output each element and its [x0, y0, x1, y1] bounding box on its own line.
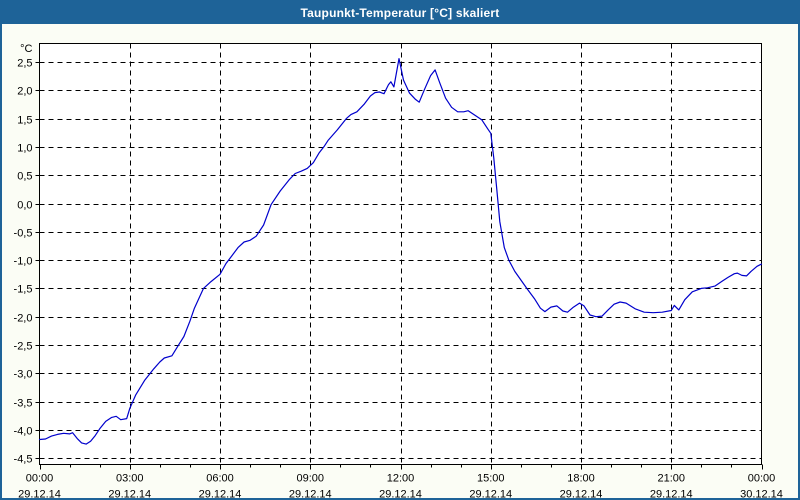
x-tick-date-label: 29.12.14 — [560, 489, 603, 499]
x-tick-date-label: 29.12.14 — [650, 489, 693, 499]
y-tick-label: -0,5 — [14, 228, 33, 240]
plot-background — [39, 43, 762, 465]
x-tick-time-label: 03:00 — [116, 473, 144, 485]
y-axis-unit-label: °C — [20, 43, 32, 55]
x-tick-time-label: 06:00 — [206, 473, 234, 485]
x-tick-date-label: 30.12.14 — [740, 489, 783, 499]
y-tick-label: 1,5 — [17, 115, 32, 127]
y-tick-label: -2,5 — [14, 341, 33, 353]
x-tick-time-label: 00:00 — [26, 473, 54, 485]
chart-canvas: 2,5 2,0 1,5 1,0 0,5 0,0 -0,5 -1,0 -1,5 -2,0 -2,5 -3… — [14, 43, 783, 499]
x-tick-time-label: 15:00 — [477, 473, 505, 485]
plot-border — [39, 43, 762, 465]
x-tick-date-label: 29.12.14 — [469, 489, 512, 499]
x-tick-date-label: 29.12.14 — [379, 489, 422, 499]
x-tick-date-label: 29.12.14 — [18, 489, 61, 499]
x-tick-time-label: 21:00 — [657, 473, 685, 485]
y-tick-label: -2,0 — [14, 313, 33, 325]
y-tick-label: 0,5 — [17, 171, 32, 183]
x-tick-date-label: 29.12.14 — [199, 489, 242, 499]
y-tick-label: -1,5 — [14, 284, 33, 296]
series-line — [38, 57, 763, 445]
x-tick-time-label: 09:00 — [296, 473, 324, 485]
y-tick-label: -3,5 — [14, 398, 33, 410]
x-tick-date-label: 29.12.14 — [289, 489, 332, 499]
y-tick-label: -4,5 — [14, 454, 33, 466]
x-tick-date-label: 29.12.14 — [108, 489, 151, 499]
y-tick-label: 2,0 — [17, 86, 32, 98]
y-tick-label: 1,0 — [17, 143, 32, 155]
y-tick-label: 2,5 — [17, 58, 32, 70]
x-tick-time-label: 00:00 — [748, 473, 776, 485]
y-tick-label: -4,0 — [14, 426, 33, 438]
window-title: Taupunkt-Temperatur [°C] skaliert — [2, 2, 798, 24]
chart-area: 2,5 2,0 1,5 1,0 0,5 0,0 -0,5 -1,0 -1,5 -2,0 -2,5 -3… — [2, 24, 798, 498]
y-tick-label: -3,0 — [14, 369, 33, 381]
x-tick-time-label: 18:00 — [567, 473, 595, 485]
x-tick-time-label: 12:00 — [387, 473, 415, 485]
y-tick-label: 0,0 — [17, 200, 32, 212]
y-tick-label: -1,0 — [14, 256, 33, 268]
